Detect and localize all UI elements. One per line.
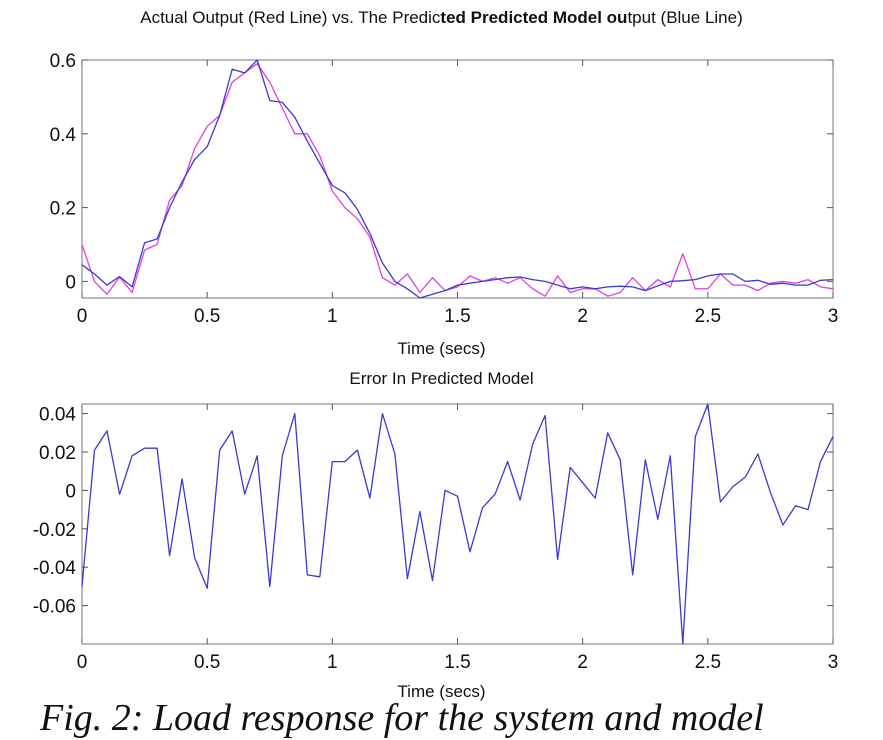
top-series-predicted-model-output xyxy=(81,59,834,299)
y-tick-label: -0.06 xyxy=(33,597,76,618)
y-tick-label: -0.04 xyxy=(33,558,77,579)
y-tick-label: -0.02 xyxy=(33,520,76,541)
bottom-chart-title: Error In Predicted Model xyxy=(0,369,883,389)
x-tick-label: 2.5 xyxy=(695,652,721,673)
x-tick-label: 0.5 xyxy=(194,306,220,327)
x-tick-label: 3 xyxy=(828,306,839,327)
bottom-axes: 0 0.5 1 1.5 2 2.5 3 -0.06 -0.04 -0.02 0 0.02 0.04 xyxy=(33,403,839,673)
y-tick-label: 0.04 xyxy=(39,405,76,426)
x-tick-label: 0 xyxy=(77,652,88,673)
x-tick-label: 2 xyxy=(577,652,588,673)
title-segment: ted Predicted Model ou xyxy=(440,8,628,27)
x-tick-label: 1.5 xyxy=(444,306,470,327)
top-series-actual-output xyxy=(81,63,834,297)
bottom-x-axis-label: Time (secs) xyxy=(397,682,486,701)
x-tick-label: 1 xyxy=(327,306,338,327)
x-tick-label: 1.5 xyxy=(444,652,470,673)
y-tick-label: 0.02 xyxy=(39,443,76,464)
x-tick-label: 0.5 xyxy=(194,652,220,673)
y-tick-label: 0.6 xyxy=(50,51,76,72)
y-tick-label: 0.4 xyxy=(50,125,77,146)
title-segment: tput (Blue Line) xyxy=(627,8,743,27)
title-segment: Error In Predicted Model xyxy=(349,369,534,388)
x-tick-label: 2.5 xyxy=(695,306,721,327)
top-axes: 0 0.5 1 1.5 2 2.5 3 0 0.2 0.4 0.6 xyxy=(50,51,839,327)
title-segment: Actual Output (Red Line) vs. The Predic xyxy=(140,8,441,27)
bottom-plot-frame xyxy=(81,403,834,645)
figure-caption: Fig. 2: Load response for the system and… xyxy=(40,697,764,739)
y-tick-label: 0 xyxy=(65,481,76,502)
y-tick-label: 0 xyxy=(65,272,76,293)
top-chart-title: Actual Output (Red Line) vs. The Predict… xyxy=(0,8,883,28)
x-tick-label: 3 xyxy=(828,652,839,673)
top-plot-frame xyxy=(81,59,834,299)
top-x-axis-label: Time (secs) xyxy=(397,339,486,358)
y-tick-label: 0.2 xyxy=(50,199,76,220)
bottom-series-error xyxy=(81,403,834,645)
x-tick-label: 0 xyxy=(77,306,88,327)
x-tick-label: 1 xyxy=(327,652,338,673)
x-tick-label: 2 xyxy=(577,306,588,327)
